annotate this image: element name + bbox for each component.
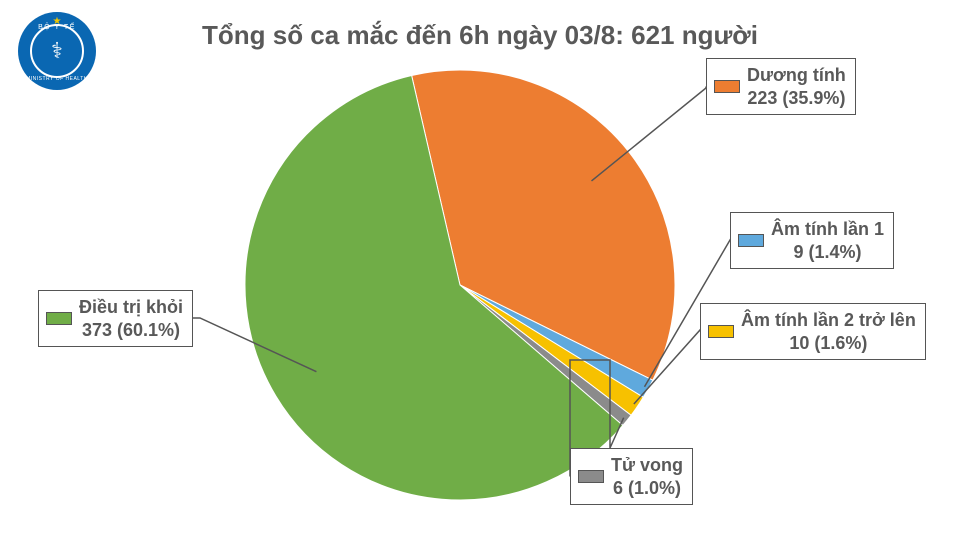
legend-death: Tử vong 6 (1.0%)	[570, 448, 693, 505]
legend-label-positive: Dương tính 223 (35.9%)	[747, 64, 846, 109]
legend-chip-neg1	[738, 234, 764, 247]
legend-label-death: Tử vong 6 (1.0%)	[611, 454, 683, 499]
legend-chip-recovered	[46, 312, 72, 325]
legend-chip-neg2plus	[708, 325, 734, 338]
leader-positive	[591, 87, 706, 181]
legend-label-neg2plus: Âm tính lần 2 trở lên 10 (1.6%)	[741, 309, 916, 354]
leader-neg2plus	[634, 330, 700, 404]
leader-recovered	[193, 318, 316, 372]
legend-chip-positive	[714, 80, 740, 93]
pie-chart: Dương tính 223 (35.9%) Âm tính lần 1 9 (1…	[0, 60, 960, 540]
legend-positive: Dương tính 223 (35.9%)	[706, 58, 856, 115]
legend-chip-death	[578, 470, 604, 483]
legend-label-neg1: Âm tính lần 1 9 (1.4%)	[771, 218, 884, 263]
legend-neg1: Âm tính lần 1 9 (1.4%)	[730, 212, 894, 269]
legend-neg2plus: Âm tính lần 2 trở lên 10 (1.6%)	[700, 303, 926, 360]
legend-label-recovered: Điều trị khỏi 373 (60.1%)	[79, 296, 183, 341]
chart-title: Tổng số ca mắc đến 6h ngày 03/8: 621 ngư…	[0, 20, 960, 51]
legend-recovered: Điều trị khỏi 373 (60.1%)	[38, 290, 193, 347]
